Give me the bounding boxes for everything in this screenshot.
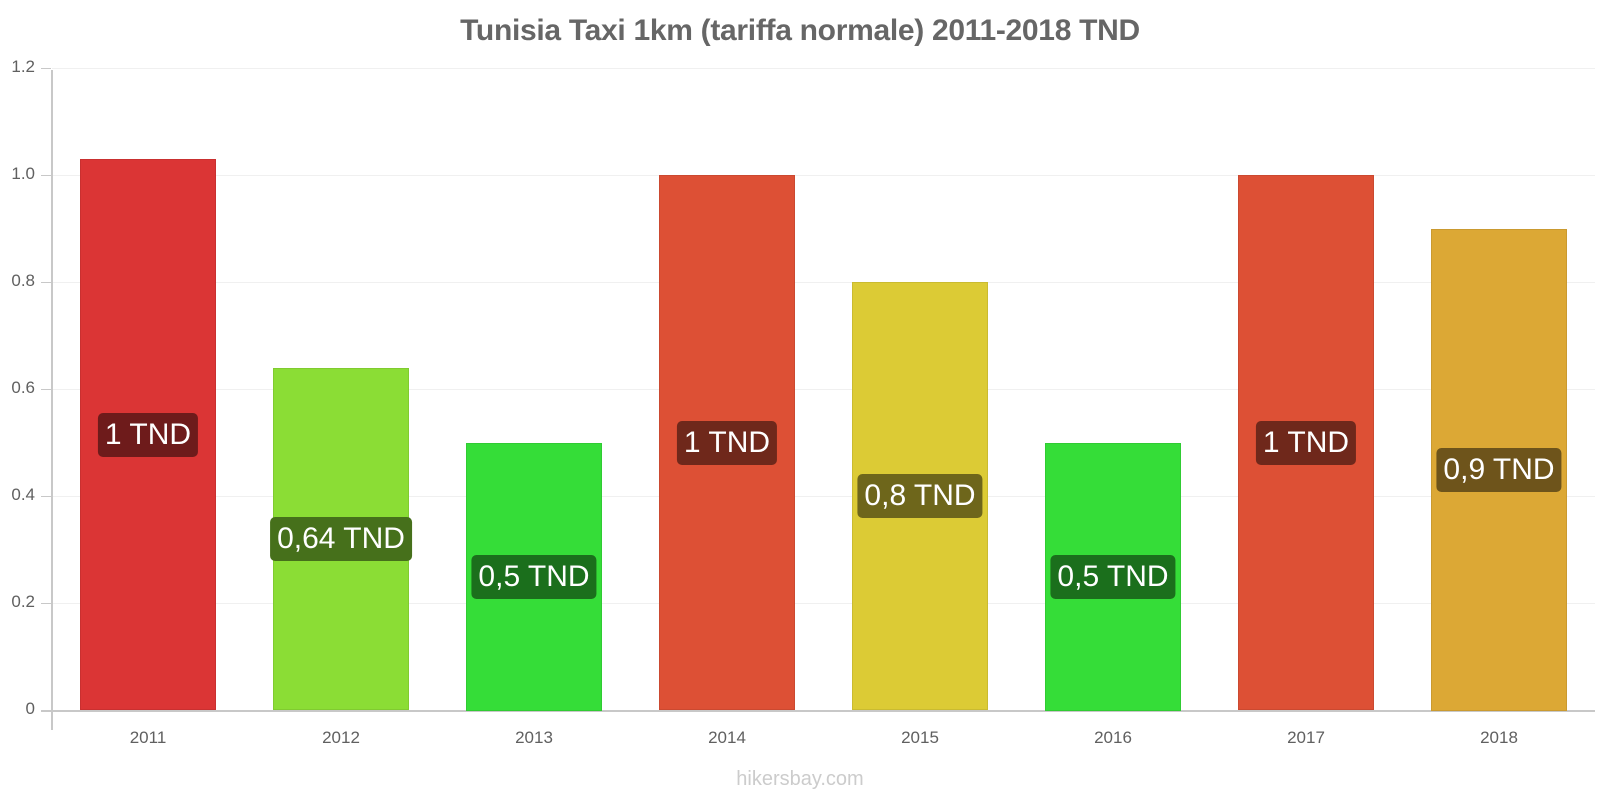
chart-title: Tunisia Taxi 1km (tariffa normale) 2011-… <box>460 14 1140 47</box>
data-label: 0,5 TND <box>471 555 597 599</box>
gridline <box>52 68 1595 69</box>
y-tick-label: 1.0 <box>11 164 35 183</box>
gridline <box>52 282 1595 283</box>
bar-2016[interactable]: 0,5 TND <box>1045 443 1181 711</box>
gridline <box>52 603 1595 604</box>
y-tick-mark <box>41 389 51 390</box>
x-tick-label: 2013 <box>515 728 553 747</box>
credit-watermark: hikersbay.com <box>736 768 864 790</box>
x-tick-label: 2015 <box>901 728 939 747</box>
x-tick-label: 2011 <box>129 728 167 747</box>
y-axis-line <box>51 70 53 730</box>
data-label: 1 TND <box>97 412 199 457</box>
y-tick-label: 0.8 <box>11 271 35 290</box>
x-axis-line <box>41 710 1595 712</box>
bar-2011[interactable]: 1 TND <box>80 159 216 710</box>
x-tick-label: 2016 <box>1094 728 1132 747</box>
gridline <box>52 496 1595 497</box>
data-label: 1 TND <box>1255 420 1357 465</box>
y-tick-label: 1.2 <box>11 57 35 76</box>
y-tick-label: 0.2 <box>11 592 35 611</box>
y-tick-label: 0.4 <box>11 485 35 504</box>
data-label: 0,8 TND <box>857 474 983 518</box>
gridline <box>52 175 1595 176</box>
data-label: 0,64 TND <box>270 517 412 561</box>
gridline <box>52 389 1595 390</box>
x-tick-label: 2014 <box>708 728 746 747</box>
y-tick-mark <box>41 496 51 497</box>
data-label: 1 TND <box>676 420 778 465</box>
x-tick-label: 2012 <box>322 728 360 747</box>
y-tick-mark <box>41 282 51 283</box>
bar-2014[interactable]: 1 TND <box>659 175 795 710</box>
bar-2017[interactable]: 1 TND <box>1238 175 1374 710</box>
data-label: 0,9 TND <box>1436 448 1562 492</box>
data-label: 0,5 TND <box>1050 555 1176 599</box>
x-tick-label: 2017 <box>1287 728 1325 747</box>
bar-2018[interactable]: 0,9 TND <box>1431 229 1567 711</box>
y-tick-label: 0 <box>25 699 35 718</box>
x-tick-label: 2018 <box>1480 728 1518 747</box>
y-tick-mark <box>41 710 51 711</box>
bar-2012[interactable]: 0,64 TND <box>270 368 412 710</box>
y-tick-mark <box>41 68 51 69</box>
bar-2015[interactable]: 0,8 TND <box>852 282 988 710</box>
y-tick-label: 0.6 <box>11 378 35 397</box>
bar-2013[interactable]: 0,5 TND <box>466 443 602 711</box>
y-tick-mark <box>41 175 51 176</box>
y-tick-mark <box>41 603 51 604</box>
